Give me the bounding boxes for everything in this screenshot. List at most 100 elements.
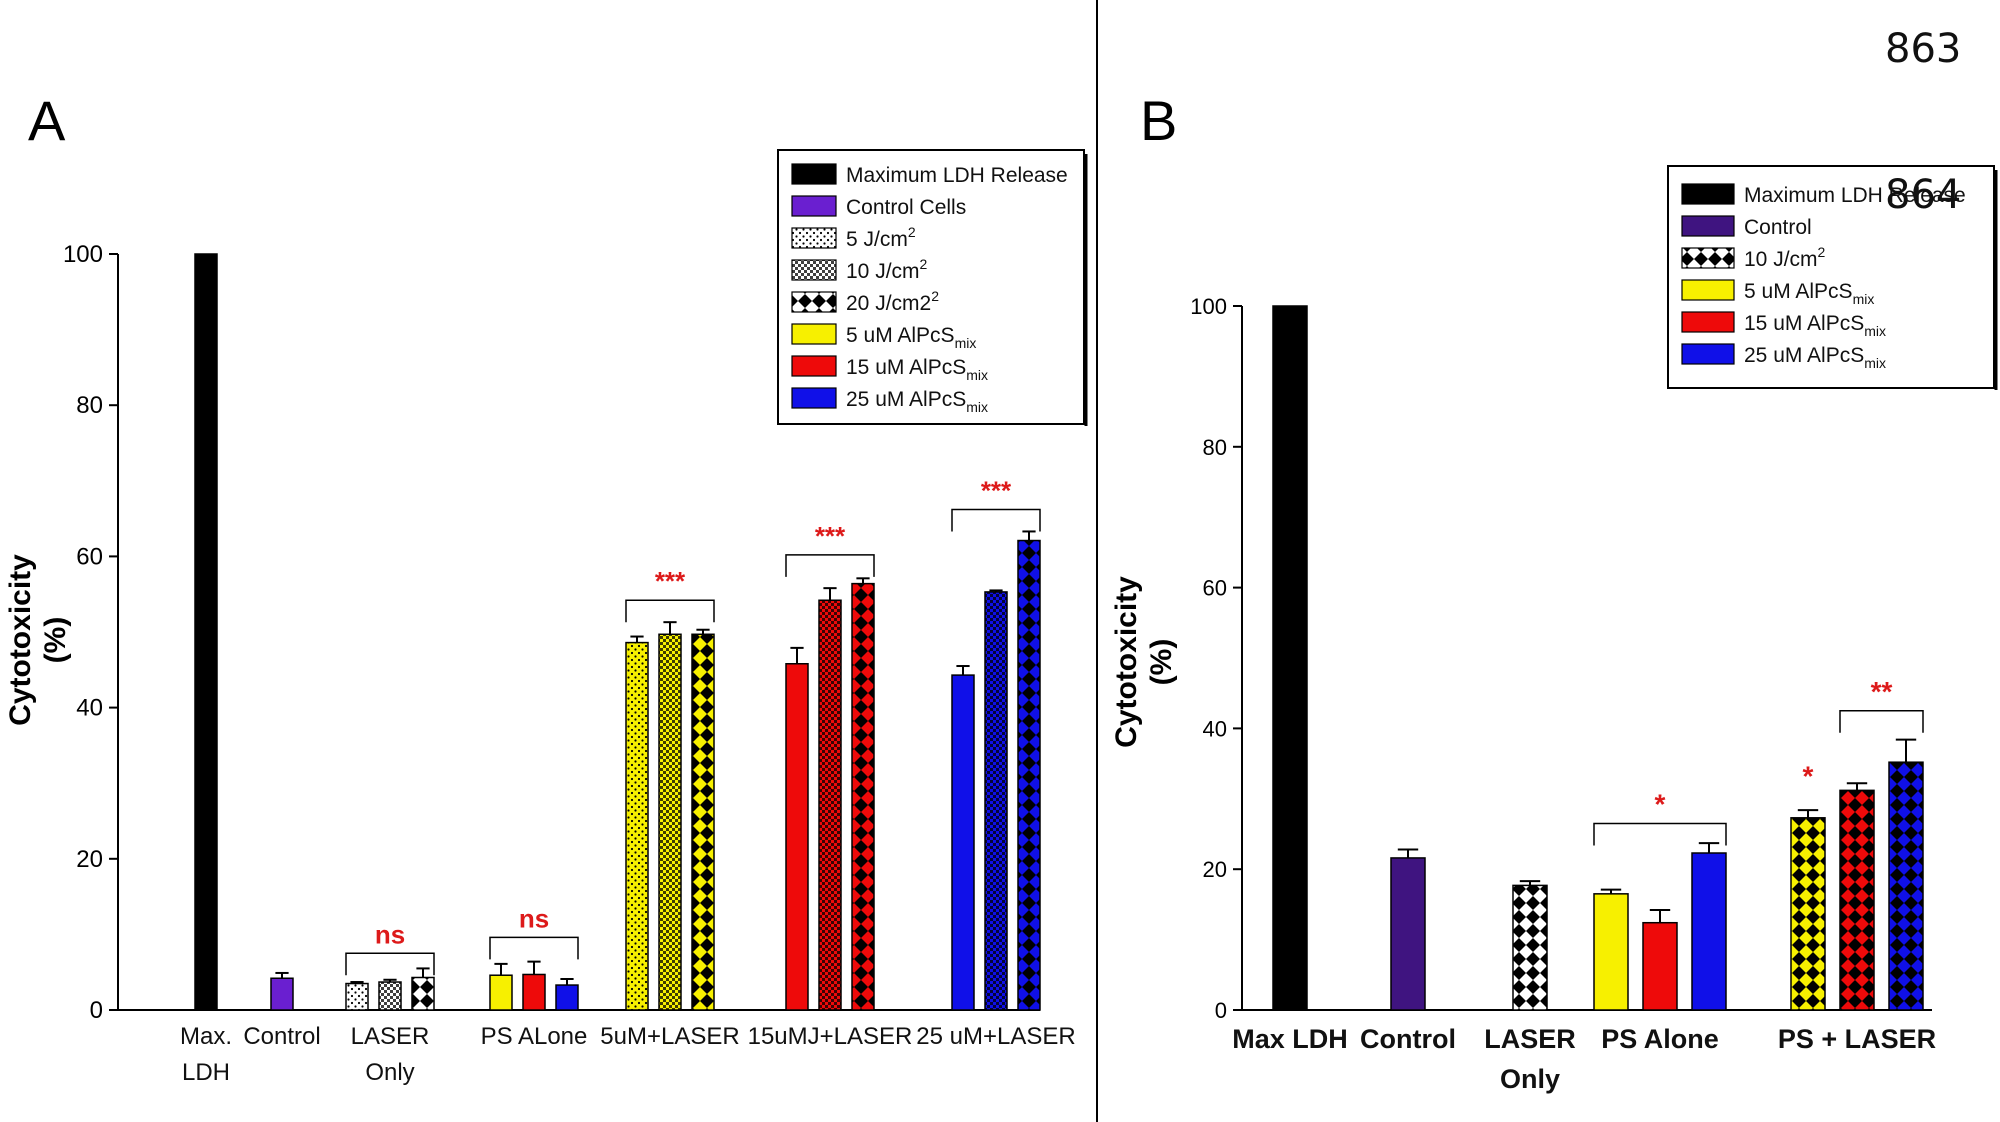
bar: [270, 977, 294, 1011]
y-tick-label: 20: [76, 846, 103, 873]
significance-bracket: [489, 936, 579, 960]
legend-swatch: [1681, 183, 1735, 205]
x-tick-label: LDH: [182, 1059, 230, 1086]
bar: [555, 984, 579, 1011]
chart-panel-b: 0 20 40 60 80 100 Cytotoxicity(%) Max LDH Contro…: [1110, 165, 1998, 1094]
x-tick-label: LASER: [351, 1023, 430, 1050]
bar: [1888, 761, 1924, 1011]
legend-swatch: [791, 387, 837, 409]
bar: [1390, 857, 1426, 1011]
y-tick-label: 100: [1190, 294, 1227, 319]
legend-label: 15 uM AlPcSmix: [1744, 312, 1886, 339]
bar: [625, 641, 649, 1011]
legend: Maximum LDH Release Control Cells 5 J/cm2 1…: [777, 149, 1088, 426]
significance-bracket: [1593, 822, 1727, 846]
legend-box: [777, 149, 1085, 425]
x-tick-label: Only: [1500, 1064, 1560, 1094]
x-tick-label: Control: [1360, 1024, 1456, 1054]
y-tick-label: 60: [1203, 576, 1227, 601]
significance-label: ns: [375, 919, 405, 949]
y-tick-label: 0: [90, 997, 103, 1024]
x-tick-label: PS ALone: [481, 1023, 588, 1050]
x-tick-label: PS + LASER: [1778, 1024, 1936, 1054]
x-tick-label: 25 uM+LASER: [916, 1023, 1075, 1050]
significance-label: ***: [981, 476, 1012, 506]
legend-label: Control Cells: [846, 196, 966, 219]
bar: [1272, 305, 1308, 1011]
legend-label: 25 uM AlPcSmix: [1744, 344, 1886, 371]
page-number-overlay: 864: [1885, 172, 1962, 218]
legend-swatch: [1681, 247, 1735, 269]
bar: [691, 633, 715, 1011]
bar: [1642, 921, 1678, 1011]
x-tick-label: 15uMJ+LASER: [748, 1023, 913, 1050]
legend-swatch: [791, 163, 837, 185]
legend-label: 5 uM AlPcSmix: [846, 324, 976, 351]
bar: [1017, 539, 1041, 1011]
legend-label: Maximum LDH Release: [1744, 184, 1966, 207]
significance-label: ***: [815, 521, 846, 551]
significance-bracket: [951, 508, 1041, 532]
significance-bracket: [345, 952, 435, 976]
bar: [194, 253, 218, 1011]
legend-swatch: [791, 259, 837, 281]
bar: [522, 973, 546, 1011]
legend-label: 10 J/cm2: [1744, 244, 1826, 271]
bar: [345, 982, 369, 1011]
page-number: 863: [1885, 26, 1962, 72]
y-tick-label: 40: [1203, 716, 1227, 741]
legend-label: 5 J/cm2: [846, 224, 916, 251]
significance-label: **: [1871, 676, 1893, 707]
legend: Maximum LDH Release Control 10 J/cm2 5 uM A…: [1667, 165, 1998, 390]
y-axis-title-line2: (%): [1145, 639, 1178, 686]
bar: [489, 974, 513, 1011]
significance-label: ns: [519, 903, 549, 933]
legend-swatch: [791, 323, 837, 345]
legend-swatch: [791, 195, 837, 217]
bar: [1790, 817, 1826, 1011]
x-tick-label: LASER: [1484, 1024, 1576, 1054]
legend-swatch: [791, 355, 837, 377]
significance-label: *: [1655, 788, 1666, 819]
significance-label: ***: [655, 566, 686, 596]
bar: [658, 633, 682, 1011]
legend-swatch: [791, 291, 837, 313]
legend-label: 5 uM AlPcSmix: [1744, 280, 1874, 307]
x-tick-label: 5uM+LASER: [600, 1023, 739, 1050]
significance-bracket: [625, 599, 715, 623]
x-tick-label: PS Alone: [1601, 1024, 1719, 1054]
bar: [1839, 789, 1875, 1011]
panel-a-label: A: [28, 89, 66, 152]
y-axis-title: Cytotoxicity(%): [4, 554, 72, 726]
bar: [378, 981, 402, 1011]
legend-label: 10 J/cm2: [846, 256, 928, 283]
x-tick-label: Max.: [180, 1023, 232, 1050]
legend-swatch: [1681, 279, 1735, 301]
legend-label: Maximum LDH Release: [846, 164, 1068, 187]
y-axis-title-line1: Cytotoxicity: [1110, 576, 1143, 748]
x-tick-label: Only: [365, 1059, 414, 1086]
y-axis-title: Cytotoxicity(%): [1110, 576, 1178, 748]
y-tick-label: 20: [1203, 857, 1227, 882]
bar: [851, 582, 875, 1011]
bar: [411, 976, 435, 1011]
bar: [818, 599, 842, 1011]
legend-label: 15 uM AlPcSmix: [846, 356, 988, 383]
y-tick-label: 40: [76, 695, 103, 722]
x-tick-label: Max LDH: [1232, 1024, 1348, 1054]
bar: [984, 591, 1008, 1011]
y-tick-label: 80: [76, 392, 103, 419]
chart-panel-a: 0 20 40 60 80 100 Cytotoxicity(%) Max. LDH Contro…: [4, 149, 1088, 1086]
legend-swatch: [1681, 215, 1735, 237]
significance-bracket: [785, 554, 875, 577]
y-tick-label: 60: [76, 543, 103, 570]
legend-label: Control: [1744, 216, 1812, 239]
significance-bracket: [1839, 710, 1924, 733]
y-axis-title-line2: (%): [39, 617, 72, 664]
bar: [1512, 884, 1548, 1011]
y-tick-label: 100: [63, 241, 103, 268]
y-tick-label: 0: [1215, 998, 1227, 1023]
legend-swatch: [791, 227, 837, 249]
bar: [1593, 893, 1629, 1011]
